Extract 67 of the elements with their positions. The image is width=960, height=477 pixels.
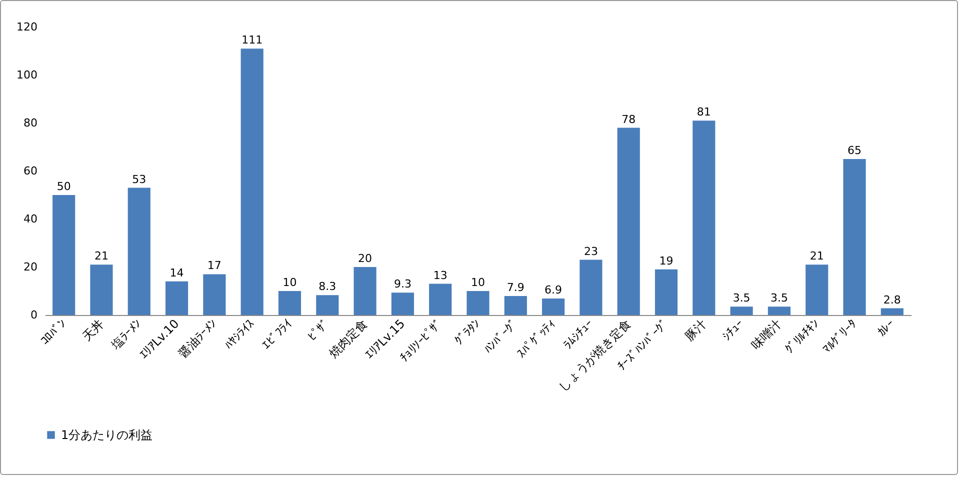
bar [654,269,678,315]
data-label: 65 [848,144,862,157]
y-tick-label: 100 [16,68,38,82]
data-label: 3.5 [732,292,750,305]
x-tick-label: ｺﾛﾊﾞﾝ [38,316,69,348]
bar [617,128,640,315]
x-tick-label: ﾏﾙｹﾞﾘｰﾀ [820,316,860,356]
data-label: 13 [433,268,448,282]
x-tick-label: ｸﾞﾘﾙﾁｷﾝ [782,316,822,356]
x-tick-label: 豚汁 [682,316,709,344]
y-tick-label: 20 [24,260,38,274]
data-label: 78 [622,112,636,126]
bar [542,298,565,315]
x-tick-label: ﾊﾔｼﾗｲｽ [222,316,258,352]
x-tick-label: ｼﾁｭｰ [720,316,747,344]
data-label: 21 [810,250,824,263]
x-tick-label: ｸﾞﾗﾀﾝ [452,316,483,348]
data-label: 7.9 [506,281,524,294]
bar [316,295,339,315]
bar [429,284,452,315]
x-tick-label: 味噌汁 [748,316,784,352]
data-label: 10 [282,276,297,289]
data-label: 9.3 [394,278,412,291]
bar [504,296,527,315]
data-label: 53 [132,172,146,186]
bar [466,291,490,315]
data-label: 17 [207,259,222,272]
bar [240,48,264,315]
data-label: 8.3 [318,280,336,294]
data-label: 81 [696,106,711,119]
bar [354,267,376,315]
bar [278,291,302,315]
data-label: 21 [94,250,108,263]
bar [165,281,188,315]
bar [391,292,414,315]
data-label: 111 [242,34,263,47]
data-label: 50 [56,180,71,193]
x-tick-label: ｽﾊﾟｹﾞｯﾃｨ [514,316,558,360]
x-tick-label: 天丼 [80,316,106,344]
y-tick-label: 40 [24,212,38,226]
data-label: 19 [659,254,674,268]
data-label: 14 [170,266,184,280]
x-tick-label: ｴﾋﾞﾌﾗｲ [259,316,295,352]
x-tick-label: ｶﾚｰ [874,316,898,340]
data-label: 3.5 [770,292,788,305]
bar [580,260,602,315]
data-label: 6.9 [544,283,562,296]
bar [52,195,76,315]
x-tick-label: ﾋﾟｻﾞ [305,316,332,344]
bar [730,306,753,315]
y-tick-label: 80 [24,116,38,130]
bar [90,264,113,315]
bar [843,159,866,315]
y-tick-label: 0 [30,308,38,322]
bar [203,274,226,315]
data-label: 23 [584,244,598,258]
y-tick-label: 60 [24,164,38,178]
y-tick-label: 120 [16,20,38,34]
bar [128,188,150,315]
data-label: 20 [358,252,372,265]
bar [768,306,791,315]
bar [806,264,828,315]
bar [692,120,716,315]
legend-label: 1分あたりの利益 [61,428,153,442]
data-label: 2.8 [883,293,901,306]
data-label: 10 [471,276,485,289]
bar [880,308,904,315]
